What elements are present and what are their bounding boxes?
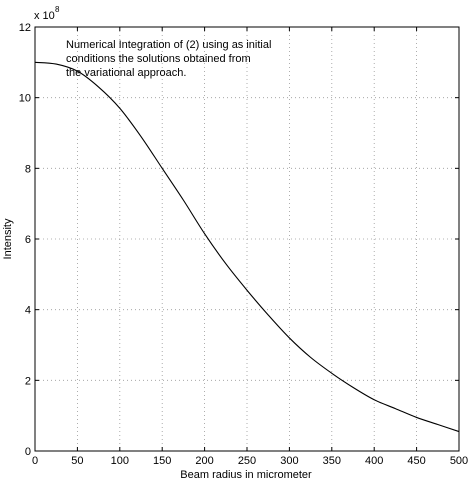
y-multiplier-exponent: 8 — [55, 5, 60, 14]
y-tick-label: 8 — [25, 163, 31, 175]
y-tick-label: 12 — [19, 22, 31, 34]
y-tick-label: 6 — [25, 234, 31, 246]
y-tick-label: 2 — [25, 375, 31, 387]
x-tick-label: 350 — [323, 455, 341, 467]
x-tick-label: 250 — [238, 455, 256, 467]
intensity-curve — [34, 61, 460, 433]
x-tick-label: 50 — [71, 455, 83, 467]
y-tick-label: 10 — [19, 93, 31, 105]
annotation-line-1: Numerical Integration of (2) using as in… — [66, 39, 271, 51]
x-axis-label: Beam radius in micrometer — [180, 469, 312, 481]
x-tick-label: 150 — [153, 455, 171, 467]
annotation: Numerical Integration of (2) using as in… — [66, 39, 271, 79]
x-tick-label: 500 — [450, 455, 468, 467]
series-layer — [34, 61, 460, 433]
x-tick-label: 450 — [407, 455, 425, 467]
annotation-line-3: the variational approach. — [66, 67, 186, 79]
axis-ticks: 0 50 100 150 200 250 300 350 400 450 500 0 2 4 6 8 10 12 — [19, 22, 468, 467]
y-axis-label: Intensity — [2, 218, 14, 259]
y-multiplier-base: x 10 — [34, 10, 55, 22]
x-tick-label: 200 — [195, 455, 213, 467]
x-tick-label: 0 — [32, 455, 38, 467]
x-tick-label: 100 — [111, 455, 129, 467]
y-tick-label: 4 — [25, 305, 31, 317]
x-tick-label: 400 — [365, 455, 383, 467]
y-tick-label: 0 — [25, 446, 31, 458]
grid-lines — [35, 27, 459, 451]
annotation-line-2: conditions the solutions obtained from — [66, 53, 251, 65]
x-tick-label: 300 — [280, 455, 298, 467]
